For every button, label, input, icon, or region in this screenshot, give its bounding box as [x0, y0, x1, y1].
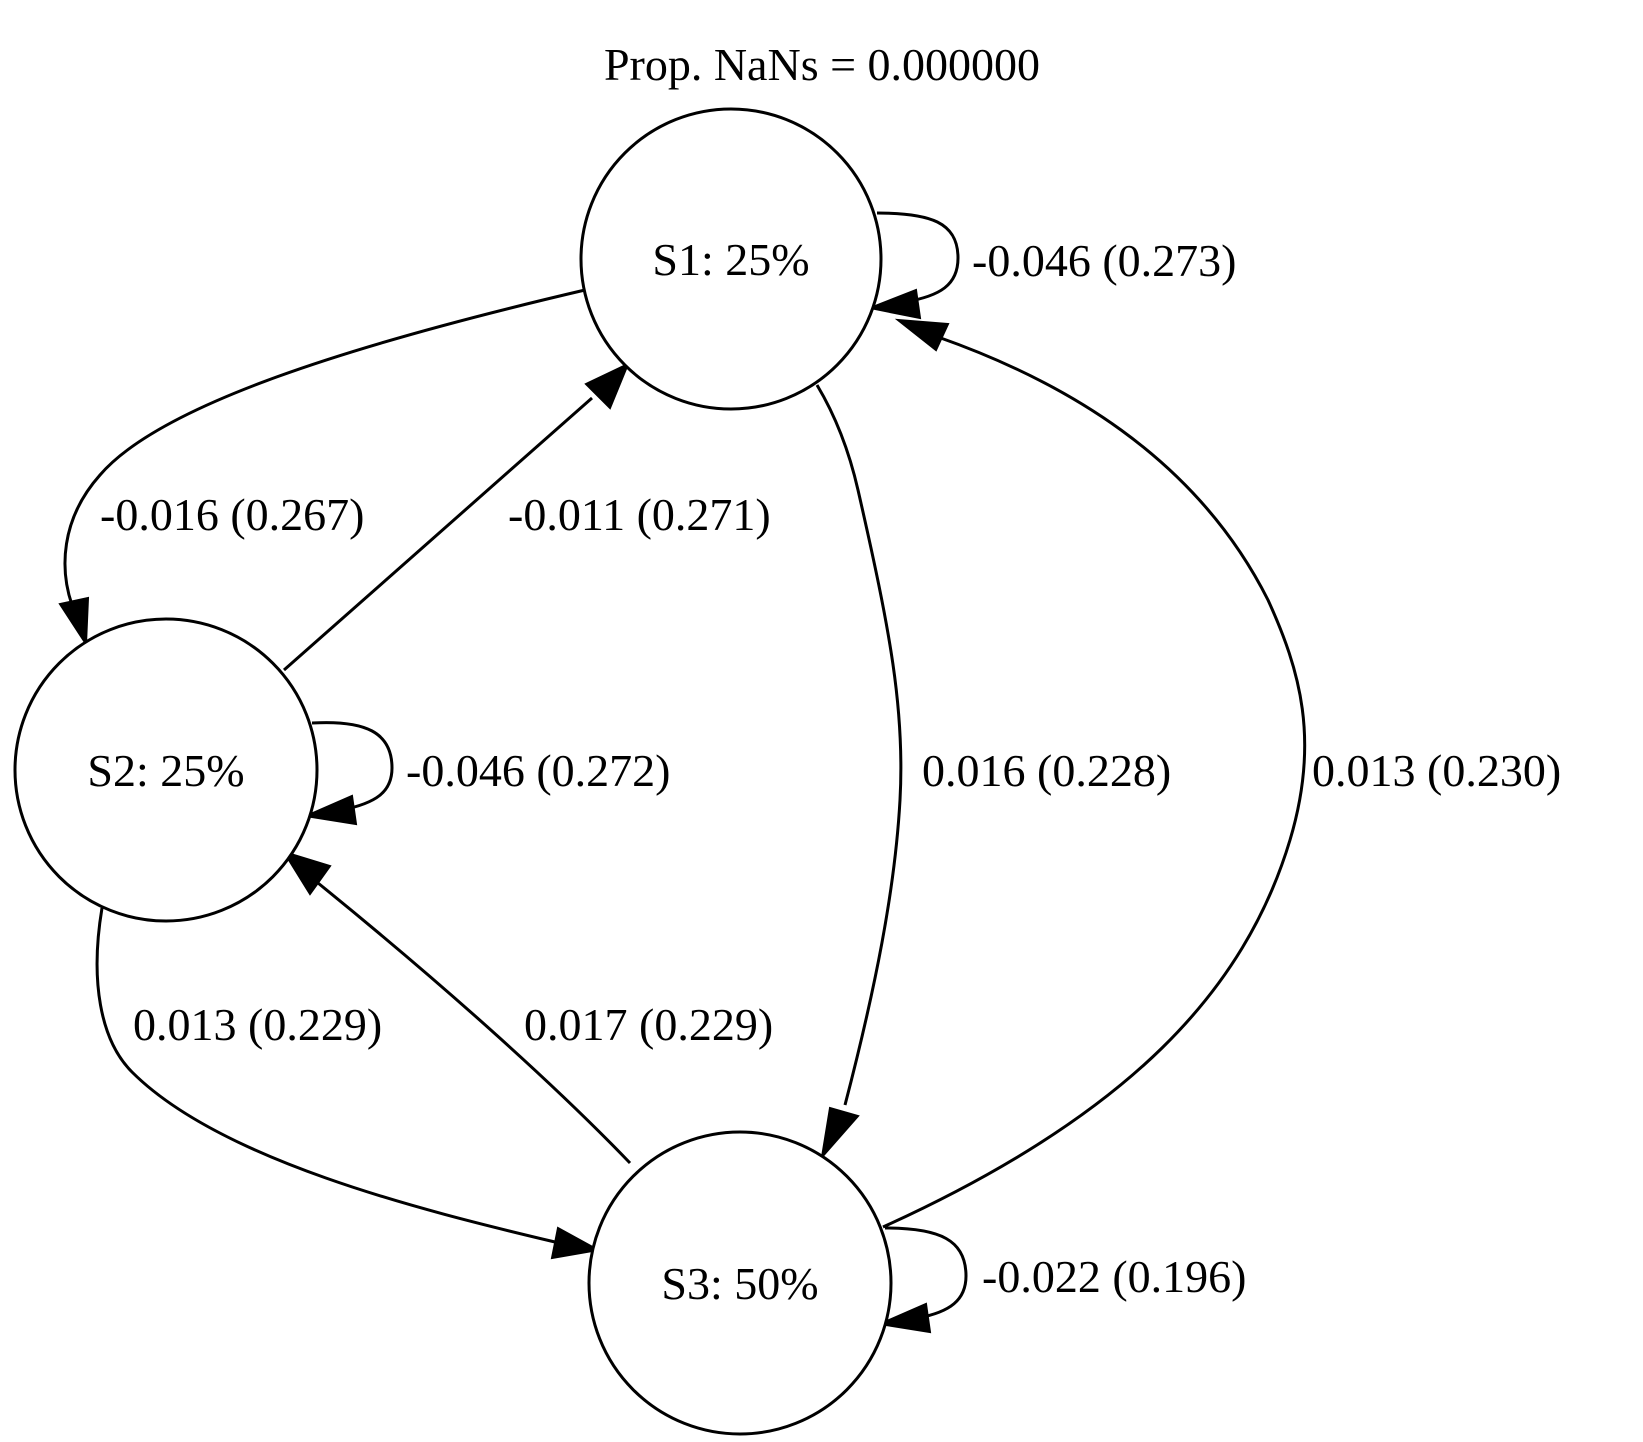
arrowhead	[302, 794, 358, 826]
edge-path	[283, 396, 593, 672]
node-label: S1: 25%	[652, 234, 809, 285]
edge-s3-s3: -0.022 (0.196)	[876, 1226, 1246, 1334]
edge-label: 0.013 (0.229)	[133, 999, 382, 1050]
edge-label: 0.017 (0.229)	[524, 999, 773, 1050]
node-circle	[579, 107, 883, 411]
arrowhead	[820, 1106, 860, 1161]
edge-label: -0.046 (0.273)	[972, 235, 1236, 286]
edge-path	[815, 384, 903, 1106]
edge-path	[884, 1226, 968, 1320]
edge-path	[882, 335, 1307, 1229]
arrowhead	[876, 1302, 932, 1334]
edge-path	[311, 721, 394, 812]
arrowhead	[584, 361, 630, 410]
edge-s1-s3: 0.016 (0.228)	[815, 384, 1171, 1161]
edge-s2-s2: -0.046 (0.272)	[302, 721, 670, 826]
edge-s3-s2: 0.017 (0.229)	[281, 850, 773, 1165]
edge-path	[63, 288, 586, 606]
edge-label: 0.013 (0.230)	[1312, 745, 1561, 796]
edge-path	[876, 211, 960, 304]
node-label: S3: 50%	[661, 1258, 818, 1309]
edge-s1-s1: -0.046 (0.273)	[866, 211, 1236, 320]
edge-s1-s2: -0.016 (0.267)	[58, 288, 586, 648]
edge-label: -0.046 (0.272)	[406, 745, 670, 796]
edge-label: -0.022 (0.196)	[982, 1251, 1246, 1302]
edge-label: -0.011 (0.271)	[508, 489, 771, 540]
node-circle	[13, 617, 319, 923]
node-label: S2: 25%	[87, 745, 244, 796]
edge-s2-s1: -0.011 (0.271)	[283, 361, 771, 672]
edge-label: -0.016 (0.267)	[100, 489, 364, 540]
edge-path	[95, 907, 556, 1244]
edges: -0.046 (0.273) -0.016 (0.267) -0.011 (0.…	[58, 211, 1561, 1334]
diagram-title: Prop. NaNs = 0.000000	[604, 39, 1040, 90]
edge-s2-s3: 0.013 (0.229)	[95, 907, 601, 1260]
edge-label: 0.016 (0.228)	[922, 745, 1171, 796]
arrowhead	[58, 596, 90, 648]
arrowhead	[281, 850, 332, 896]
node-circle	[587, 1130, 893, 1436]
arrowhead	[894, 318, 950, 352]
node-s3: S3: 50%	[587, 1130, 893, 1436]
edge-s3-s1: 0.013 (0.230)	[882, 318, 1561, 1229]
node-s1: S1: 25%	[579, 107, 883, 411]
nodes: S1: 25% S2: 25% S3: 50%	[13, 107, 893, 1436]
edge-path	[317, 881, 632, 1165]
arrowhead	[550, 1226, 601, 1260]
node-s2: S2: 25%	[13, 617, 319, 923]
arrowhead	[866, 288, 922, 320]
